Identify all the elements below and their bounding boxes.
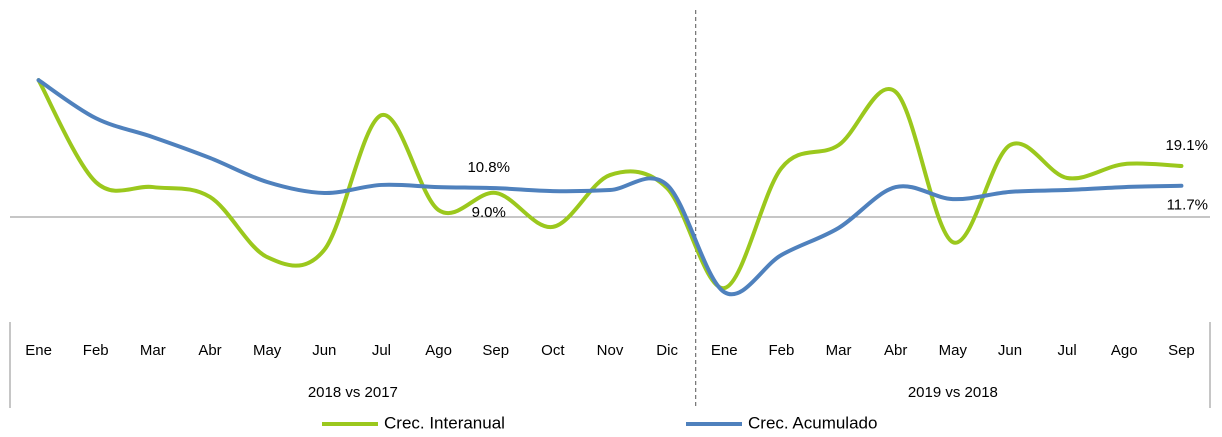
- x-tick-label: Nov: [597, 342, 624, 359]
- x-tick-label: May: [939, 342, 968, 359]
- group-label: 2018 vs 2017: [308, 384, 398, 401]
- data-label: 9.0%: [472, 204, 506, 221]
- x-tick-label: Sep: [482, 342, 509, 359]
- data-label: 11.7%: [1167, 197, 1208, 214]
- x-tick-label: Jul: [372, 342, 391, 359]
- x-tick-label: May: [253, 342, 282, 359]
- x-tick-label: Dic: [656, 342, 678, 359]
- x-tick-label: Feb: [83, 342, 109, 359]
- x-tick-label: Mar: [140, 342, 166, 359]
- series-line: [36, 78, 1184, 297]
- x-tick-label: Ago: [1111, 342, 1138, 359]
- x-tick-label: Ene: [25, 342, 52, 359]
- data-label: 19.1%: [1165, 137, 1208, 154]
- data-label: 10.8%: [467, 159, 510, 176]
- x-tick-label: Feb: [768, 342, 794, 359]
- x-tick-label: Jun: [312, 342, 336, 359]
- x-tick-label: Mar: [826, 342, 852, 359]
- x-tick-label: Ago: [425, 342, 452, 359]
- x-tick-label: Sep: [1168, 342, 1195, 359]
- x-tick-label: Abr: [198, 342, 221, 359]
- series-line: [36, 78, 1184, 291]
- x-tick-label: Jun: [998, 342, 1022, 359]
- legend-label: Crec. Interanual: [384, 413, 505, 432]
- group-label: 2019 vs 2018: [908, 384, 998, 401]
- legend-label: Crec. Acumulado: [748, 413, 877, 432]
- x-tick-label: Jul: [1058, 342, 1077, 359]
- x-tick-label: Oct: [541, 342, 565, 359]
- x-tick-label: Ene: [711, 342, 738, 359]
- x-tick-label: Abr: [884, 342, 907, 359]
